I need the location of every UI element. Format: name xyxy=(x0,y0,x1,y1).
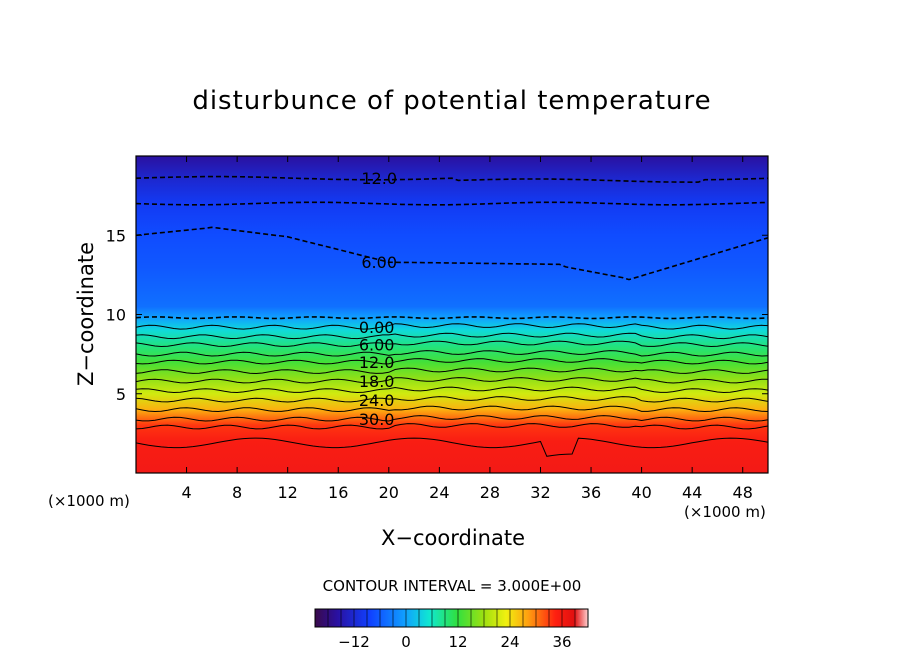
x-unit-label: (×1000 m) xyxy=(684,503,766,521)
x-tick-label: 16 xyxy=(328,483,348,502)
colorbar-tick-label: 0 xyxy=(401,633,411,651)
x-tick-label: 4 xyxy=(181,483,191,502)
contour-label: 6.00 xyxy=(359,336,395,355)
contour-line xyxy=(136,377,768,384)
contour-neg6 xyxy=(136,226,768,281)
y-tick-label: 15 xyxy=(106,226,126,245)
contour-interval-label: CONTOUR INTERVAL = 3.000E+00 xyxy=(322,577,582,595)
y-tick-label: 5 xyxy=(116,385,126,404)
contour-neg9 xyxy=(136,201,768,206)
x-axis-ticks: 4 8 12 16 20 24 28 32 36 40 44 48 xyxy=(181,156,753,502)
x-tick-label: 32 xyxy=(530,483,550,502)
colorbar xyxy=(314,608,589,628)
contour-zero xyxy=(136,316,768,320)
x-tick-label: 24 xyxy=(429,483,449,502)
contour-label: 6.00 xyxy=(361,253,397,272)
contour-line xyxy=(136,350,768,357)
contour-surface xyxy=(136,437,768,457)
contour-line xyxy=(136,423,768,430)
contour-line xyxy=(136,396,768,403)
x-axis-label: X−coordinate xyxy=(381,526,525,550)
contour-line xyxy=(136,323,768,330)
contour-lines xyxy=(136,175,768,457)
colorbar-tick-label: 12 xyxy=(448,633,467,651)
contour-label: 12.0 xyxy=(359,353,395,372)
colorbar-tick-label: 36 xyxy=(552,633,571,651)
contour-line xyxy=(136,415,768,422)
contour-label: 18.0 xyxy=(359,372,395,391)
colorbar-tick-label: −12 xyxy=(338,633,370,651)
x-tick-label: 36 xyxy=(581,483,601,502)
temperature-field xyxy=(136,156,768,473)
contour-label: 24.0 xyxy=(359,391,395,410)
x-tick-label: 8 xyxy=(232,483,242,502)
contour-line xyxy=(136,332,768,340)
contour-line xyxy=(136,358,768,365)
y-axis-ticks: 5 10 15 xyxy=(106,226,768,404)
chart-title: disturbunce of potential temperature xyxy=(192,86,712,116)
contour-label: 12.0 xyxy=(361,169,397,188)
contour-line xyxy=(136,367,768,375)
colorbar-ticks: −12 0 12 24 36 xyxy=(314,609,589,651)
contour-line xyxy=(136,405,768,413)
y-unit-label: (×1000 m) xyxy=(48,492,130,510)
y-axis-label: Z−coordinate xyxy=(74,242,98,386)
x-tick-label: 48 xyxy=(733,483,753,502)
contour-neg12 xyxy=(136,175,768,184)
x-tick-label: 44 xyxy=(682,483,702,502)
y-tick-label: 10 xyxy=(106,306,126,325)
contour-label: 30.0 xyxy=(359,410,395,429)
x-tick-label: 20 xyxy=(379,483,399,502)
x-tick-label: 28 xyxy=(480,483,500,502)
colorbar-tick-label: 24 xyxy=(500,633,519,651)
contour-label: 0.00 xyxy=(359,318,395,337)
field-gradient xyxy=(136,156,768,473)
contour-line xyxy=(136,386,768,394)
contour-line xyxy=(136,340,768,348)
x-tick-label: 12 xyxy=(278,483,298,502)
x-tick-label: 40 xyxy=(631,483,651,502)
